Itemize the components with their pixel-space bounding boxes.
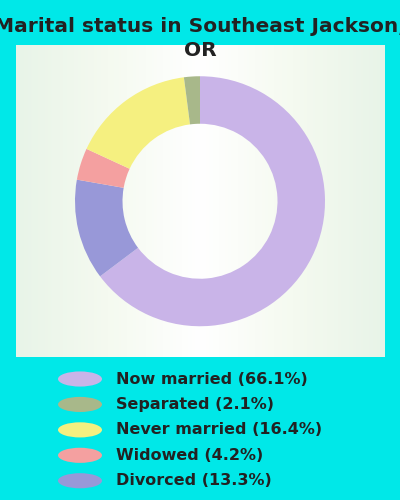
Text: Now married (66.1%): Now married (66.1%) [116, 372, 308, 386]
Circle shape [58, 448, 102, 463]
Wedge shape [77, 149, 130, 188]
Wedge shape [86, 78, 190, 169]
Circle shape [58, 372, 102, 386]
Circle shape [58, 473, 102, 488]
Circle shape [58, 397, 102, 412]
Wedge shape [184, 76, 200, 124]
Text: Widowed (4.2%): Widowed (4.2%) [116, 448, 263, 463]
Text: Divorced (13.3%): Divorced (13.3%) [116, 473, 272, 488]
Wedge shape [75, 180, 138, 276]
Wedge shape [100, 76, 325, 326]
Text: Marital status in Southeast Jackson,
OR: Marital status in Southeast Jackson, OR [0, 18, 400, 60]
Text: Never married (16.4%): Never married (16.4%) [116, 422, 322, 438]
Text: Separated (2.1%): Separated (2.1%) [116, 397, 274, 412]
Circle shape [58, 422, 102, 438]
